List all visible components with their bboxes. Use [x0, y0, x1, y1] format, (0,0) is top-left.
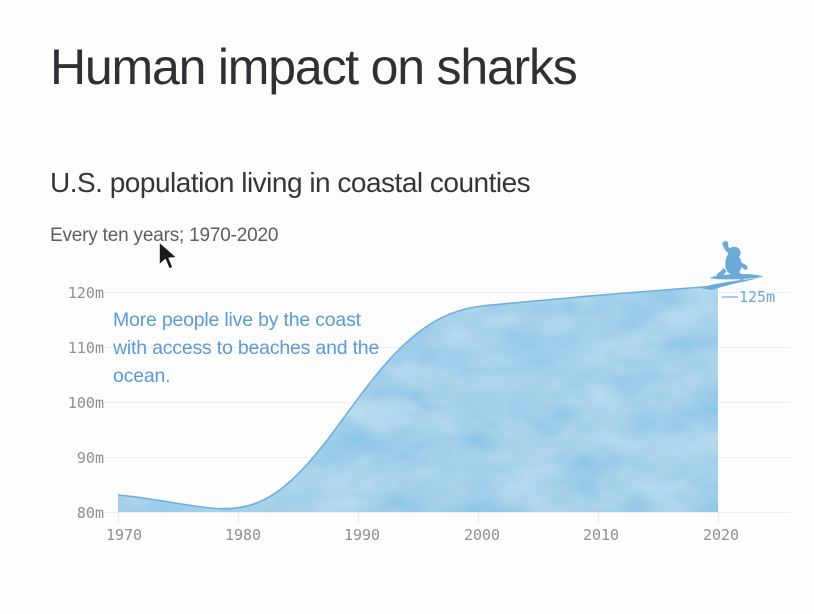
- y-tick-80m: 80m: [76, 504, 104, 522]
- x-tick-2010: 2010: [582, 526, 620, 544]
- x-tick-2000: 2000: [463, 526, 501, 544]
- x-tick-1990: 1990: [343, 526, 381, 544]
- surfer-icon: [709, 241, 764, 281]
- y-tick-110m: 110m: [67, 339, 104, 357]
- y-tick-100m: 100m: [67, 394, 104, 412]
- endpoint-value-label: 125m: [739, 288, 776, 306]
- chart-annotation: More people live by the coast with acces…: [113, 309, 380, 387]
- chart-subtitle: U.S. population living in coastal counti…: [50, 167, 531, 198]
- y-tick-90m: 90m: [76, 449, 104, 467]
- x-axis-labels: 1970 1980 1990 2000 2010 2020: [0, 526, 814, 550]
- y-axis-labels: 120m 110m 100m 90m 80m: [0, 0, 104, 614]
- x-tick-1980: 1980: [224, 526, 262, 544]
- x-tick-2020: 2020: [702, 526, 740, 544]
- y-tick-120m: 120m: [67, 284, 104, 302]
- x-gridlines: [118, 512, 719, 524]
- x-tick-1970: 1970: [105, 526, 143, 544]
- chart-kicker: Every ten years; 1970-2020: [50, 225, 279, 246]
- page-title: Human impact on sharks: [50, 39, 578, 95]
- endpoint-leader-line: [722, 296, 738, 298]
